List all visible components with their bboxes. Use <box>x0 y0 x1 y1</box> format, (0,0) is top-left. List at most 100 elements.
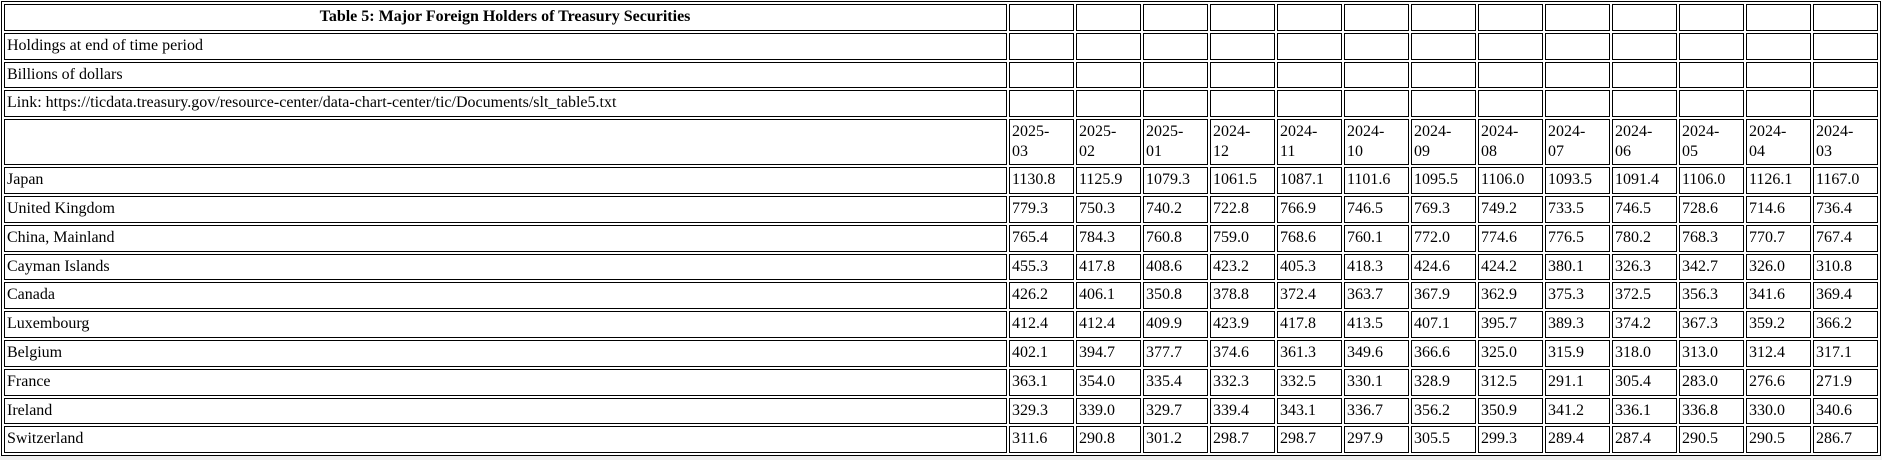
value-cell: 772.0 <box>1411 224 1476 252</box>
value-cell: 417.8 <box>1277 311 1342 338</box>
value-cell: 310.8 <box>1813 253 1878 281</box>
value-cell: 418.3 <box>1344 253 1409 281</box>
value-cell: 722.8 <box>1210 195 1275 223</box>
period-header-cell: 2024- 09 <box>1411 119 1476 166</box>
period-month-part: 02 <box>1079 143 1095 161</box>
filler-cell <box>1746 90 1811 118</box>
filler-cell <box>1210 90 1275 118</box>
period-note-row: Holdings at end of time period <box>4 32 1878 60</box>
period-header-cell: 2024- 05 <box>1679 119 1744 166</box>
value-cell: 412.4 <box>1009 311 1074 338</box>
period-header-cell: 2024- 11 <box>1277 119 1342 166</box>
value-cell: 774.6 <box>1478 224 1543 252</box>
filler-cell <box>1210 4 1275 31</box>
value-cell: 271.9 <box>1813 368 1878 396</box>
filler-cell <box>1411 4 1476 31</box>
value-cell: 417.8 <box>1076 253 1141 281</box>
filler-cell <box>1612 61 1677 89</box>
value-cell: 375.3 <box>1545 282 1610 310</box>
value-cell: 332.5 <box>1277 368 1342 396</box>
value-cell: 317.1 <box>1813 339 1878 367</box>
country-cell: France <box>4 368 1007 396</box>
value-cell: 406.1 <box>1076 282 1141 310</box>
value-cell: 374.2 <box>1612 311 1677 338</box>
value-cell: 424.2 <box>1478 253 1543 281</box>
country-data-row: China, Mainland 765.4 784.3 760.8 759.0 768.6… <box>4 224 1878 252</box>
filler-cell <box>1277 61 1342 89</box>
period-header-cell: 2024- 04 <box>1746 119 1811 166</box>
value-cell: 336.1 <box>1612 397 1677 425</box>
value-cell: 776.5 <box>1545 224 1610 252</box>
value-cell: 367.9 <box>1411 282 1476 310</box>
value-cell: 374.6 <box>1210 339 1275 367</box>
filler-cell <box>1143 61 1208 89</box>
filler-cell <box>1009 32 1074 60</box>
period-year-part: 2024- <box>1280 123 1318 141</box>
period-month-part: 03 <box>1816 143 1832 161</box>
value-cell: 290.5 <box>1746 426 1811 454</box>
page-bottom-strip <box>0 456 1882 461</box>
filler-cell <box>1813 90 1878 118</box>
period-year-part: 2024- <box>1615 123 1653 141</box>
period-header-cell: 2024- 06 <box>1612 119 1677 166</box>
filler-cell <box>1009 4 1074 31</box>
value-cell: 286.7 <box>1813 426 1878 454</box>
value-cell: 768.3 <box>1679 224 1744 252</box>
filler-cell <box>1478 90 1543 118</box>
value-cell: 363.7 <box>1344 282 1409 310</box>
filler-cell <box>1478 4 1543 31</box>
country-cell: Switzerland <box>4 426 1007 454</box>
filler-cell <box>1478 32 1543 60</box>
value-cell: 455.3 <box>1009 253 1074 281</box>
period-header-cell: 2025- 02 <box>1076 119 1141 166</box>
period-year-part: 2024- <box>1548 123 1586 141</box>
period-month-part: 01 <box>1146 143 1162 161</box>
filler-cell <box>1478 61 1543 89</box>
value-cell: 1079.3 <box>1143 167 1208 194</box>
value-cell: 1061.5 <box>1210 167 1275 194</box>
value-cell: 408.6 <box>1143 253 1208 281</box>
value-cell: 311.6 <box>1009 426 1074 454</box>
value-cell: 339.0 <box>1076 397 1141 425</box>
value-cell: 341.2 <box>1545 397 1610 425</box>
units-note: Billions of dollars <box>4 61 1007 89</box>
value-cell: 366.2 <box>1813 311 1878 338</box>
value-cell: 329.3 <box>1009 397 1074 425</box>
value-cell: 1106.0 <box>1478 167 1543 194</box>
value-cell: 372.5 <box>1612 282 1677 310</box>
filler-cell <box>1545 61 1610 89</box>
value-cell: 780.2 <box>1612 224 1677 252</box>
filler-cell <box>1746 32 1811 60</box>
filler-cell <box>1813 4 1878 31</box>
value-cell: 377.7 <box>1143 339 1208 367</box>
value-cell: 336.7 <box>1344 397 1409 425</box>
value-cell: 1093.5 <box>1545 167 1610 194</box>
title-row: Table 5: Major Foreign Holders of Treasu… <box>4 4 1878 31</box>
period-month-part: 05 <box>1682 143 1698 161</box>
value-cell: 405.3 <box>1277 253 1342 281</box>
value-cell: 328.9 <box>1411 368 1476 396</box>
value-cell: 332.3 <box>1210 368 1275 396</box>
period-header-cell: 2025- 03 <box>1009 119 1074 166</box>
value-cell: 1167.0 <box>1813 167 1878 194</box>
value-cell: 770.7 <box>1746 224 1811 252</box>
value-cell: 768.6 <box>1277 224 1342 252</box>
period-header-cell: 2024- 03 <box>1813 119 1878 166</box>
value-cell: 1125.9 <box>1076 167 1141 194</box>
filler-cell <box>1545 4 1610 31</box>
country-data-row: Cayman Islands 455.3 417.8 408.6 423.2 405.3 4… <box>4 253 1878 281</box>
period-year-part: 2024- <box>1749 123 1787 141</box>
filler-cell <box>1545 32 1610 60</box>
country-cell: Canada <box>4 282 1007 310</box>
value-cell: 402.1 <box>1009 339 1074 367</box>
value-cell: 369.4 <box>1813 282 1878 310</box>
period-month-part: 11 <box>1280 143 1296 161</box>
value-cell: 760.8 <box>1143 224 1208 252</box>
value-cell: 342.7 <box>1679 253 1744 281</box>
value-cell: 767.4 <box>1813 224 1878 252</box>
filler-cell <box>1076 61 1141 89</box>
value-cell: 305.4 <box>1612 368 1677 396</box>
value-cell: 325.0 <box>1478 339 1543 367</box>
period-year-part: 2024- <box>1816 123 1854 141</box>
value-cell: 394.7 <box>1076 339 1141 367</box>
